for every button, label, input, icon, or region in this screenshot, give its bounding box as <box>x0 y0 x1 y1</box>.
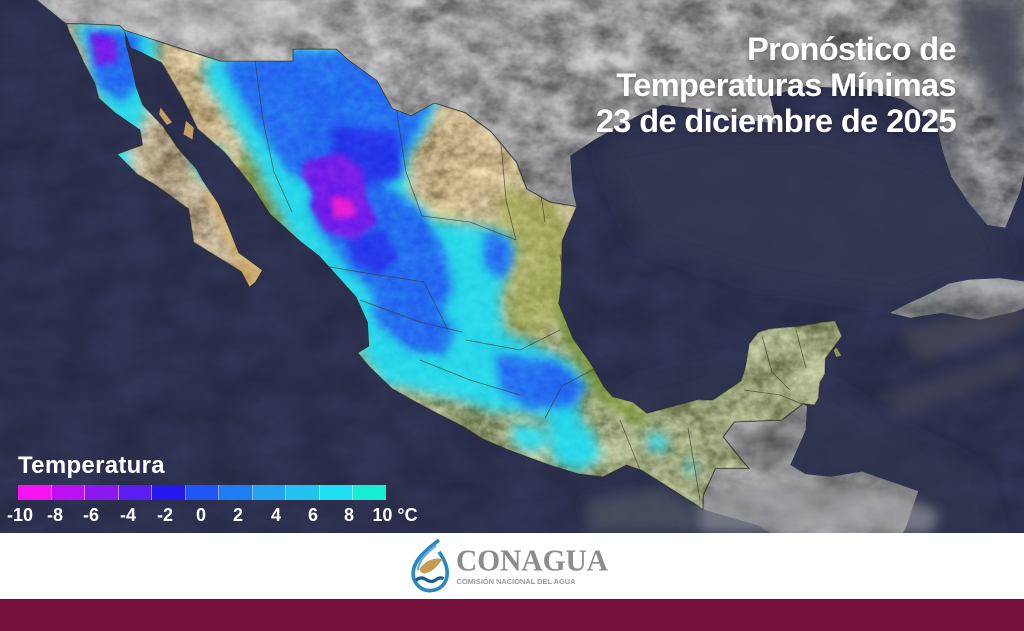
svg-text:COMISIÓN NACIONAL DEL AGUA: COMISIÓN NACIONAL DEL AGUA <box>457 577 576 586</box>
svg-text:CONAGUA: CONAGUA <box>456 543 609 578</box>
